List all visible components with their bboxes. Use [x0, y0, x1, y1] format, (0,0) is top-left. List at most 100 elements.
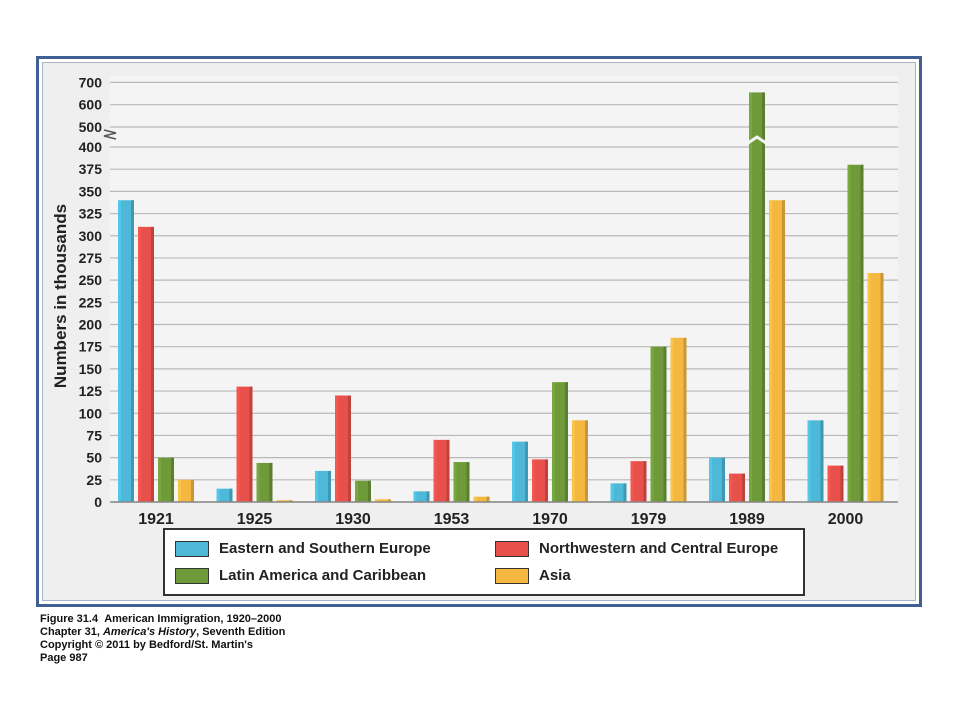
- bar-highlight: [413, 491, 417, 502]
- figure-title: American Immigration, 1920–2000: [104, 613, 282, 625]
- bar-highlight: [807, 420, 811, 502]
- bar-highlight: [355, 480, 358, 502]
- y-tick-label: 175: [79, 339, 103, 355]
- bar-highlight: [827, 465, 831, 502]
- bar-shadow: [249, 386, 253, 502]
- bar-northwestern-central-europe: [236, 386, 253, 502]
- y-tick-label: 325: [79, 206, 103, 222]
- bar-shadow: [191, 479, 194, 502]
- bar-shadow: [762, 92, 765, 502]
- bar-shadow: [782, 200, 785, 502]
- y-tick-label: 500: [79, 119, 103, 135]
- bar-shadow: [446, 439, 450, 502]
- bar-highlight: [138, 226, 141, 502]
- bar-shadow: [585, 420, 588, 502]
- legend-item-eastern-southern-europe: Eastern and Southern Europe: [175, 540, 431, 557]
- y-tick-label: 50: [86, 450, 102, 466]
- y-tick-label: 300: [79, 228, 103, 244]
- bar-highlight: [572, 420, 575, 502]
- bar-shadow: [289, 500, 293, 502]
- legend-label-northwestern-central-europe: Northwestern and Central Europe: [539, 540, 779, 557]
- bar-highlight: [178, 479, 181, 502]
- bar-latin-america-caribbean: [847, 164, 864, 502]
- bar-highlight: [610, 483, 614, 502]
- bar-shadow: [348, 395, 351, 502]
- bar-shadow: [486, 496, 490, 502]
- y-tick-label: 250: [79, 272, 103, 288]
- x-tick-label: 1953: [434, 511, 470, 528]
- bar-highlight: [867, 273, 871, 502]
- bar-highlight: [276, 500, 280, 502]
- figure-caption: Figure 31.4 American Immigration, 1920–2…: [40, 613, 285, 665]
- y-tick-label: 700: [79, 74, 103, 90]
- bar-highlight: [433, 439, 437, 502]
- bar-asia: [178, 479, 194, 502]
- bar-asia: [375, 499, 391, 502]
- caption-title-line: Figure 31.4 American Immigration, 1920–2…: [40, 613, 285, 626]
- bar-asia: [670, 337, 687, 502]
- y-tick-label: 350: [79, 183, 103, 199]
- bar-break-mark: [744, 135, 770, 147]
- bar-highlight: [769, 200, 772, 502]
- bar-eastern-southern-europe: [216, 488, 233, 502]
- bar-highlight: [375, 499, 378, 502]
- bar-highlight: [670, 337, 674, 502]
- bar-asia: [572, 420, 588, 502]
- bar-shadow: [545, 459, 548, 502]
- bar-asia: [276, 500, 293, 502]
- page-line: Page 987: [40, 652, 88, 664]
- bar-shadow: [840, 465, 844, 502]
- legend-label-latin-america-caribbean: Latin America and Caribbean: [219, 567, 426, 584]
- bar-shadow: [880, 273, 884, 502]
- bar-northwestern-central-europe: [532, 459, 548, 502]
- bar-eastern-southern-europe: [807, 420, 824, 502]
- y-tick-label: 25: [86, 472, 102, 488]
- bar-northwestern-central-europe: [630, 461, 647, 502]
- bar-highlight: [256, 462, 260, 502]
- bar-shadow: [565, 382, 568, 502]
- y-tick-label: 275: [79, 250, 103, 266]
- y-tick-label: 375: [79, 161, 103, 177]
- bar-highlight: [729, 473, 732, 502]
- y-tick-label: 200: [79, 317, 103, 333]
- legend-item-northwestern-central-europe: Northwestern and Central Europe: [495, 540, 778, 557]
- bar-shadow: [623, 483, 627, 502]
- bar-highlight: [847, 164, 851, 502]
- bar-eastern-southern-europe: [315, 470, 331, 502]
- bar-shadow: [151, 226, 154, 502]
- x-tick-label: 1930: [335, 511, 371, 528]
- bar-highlight: [473, 496, 477, 502]
- chapter-prefix: Chapter 31,: [40, 626, 103, 638]
- bar-northwestern-central-europe: [335, 395, 351, 502]
- x-tick-label: 2000: [828, 511, 864, 528]
- bar-eastern-southern-europe: [512, 441, 528, 502]
- bar-shadow: [683, 337, 687, 502]
- bar-highlight: [650, 346, 654, 502]
- legend-swatch-asia: [495, 567, 529, 584]
- bar-shadow: [643, 461, 647, 502]
- bar-latin-america-caribbean: [355, 480, 371, 502]
- x-tick-label: 1925: [237, 511, 273, 528]
- y-tick-label: 100: [79, 405, 103, 421]
- legend-label-eastern-southern-europe: Eastern and Southern Europe: [219, 540, 431, 557]
- y-tick-label: 125: [79, 383, 103, 399]
- bar-highlight: [158, 457, 161, 502]
- bar-eastern-southern-europe: [118, 200, 134, 502]
- bar-latin-america-caribbean: [158, 457, 174, 502]
- bar-shadow: [722, 457, 725, 502]
- bar-shadow: [663, 346, 667, 502]
- bar-shadow: [229, 488, 233, 502]
- bar-shadow: [269, 462, 273, 502]
- bar-northwestern-central-europe: [138, 226, 154, 502]
- book-title: America's History: [102, 626, 197, 638]
- bar-shadow: [860, 164, 864, 502]
- bar-latin-america-caribbean: [650, 346, 667, 502]
- bar-highlight: [552, 382, 555, 502]
- bar-shadow: [820, 420, 824, 502]
- y-tick-label: 225: [79, 294, 103, 310]
- y-tick-label: 600: [79, 97, 103, 113]
- bar-highlight: [236, 386, 240, 502]
- copyright-line: Copyright © 2011 by Bedford/St. Martin's: [40, 639, 254, 651]
- bar-shadow: [328, 470, 331, 502]
- legend-label-asia: Asia: [539, 567, 571, 584]
